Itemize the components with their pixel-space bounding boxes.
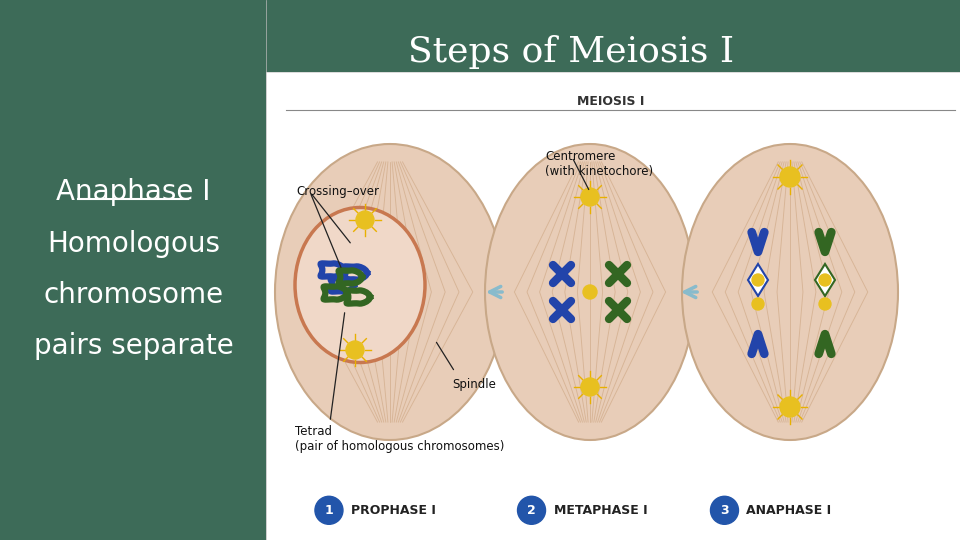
Text: ANAPHASE I: ANAPHASE I xyxy=(747,504,831,517)
Circle shape xyxy=(581,188,599,206)
Polygon shape xyxy=(748,264,768,296)
Circle shape xyxy=(819,274,831,286)
Text: Anaphase I: Anaphase I xyxy=(57,178,210,206)
Text: chromosome: chromosome xyxy=(43,281,224,309)
Text: Homologous: Homologous xyxy=(47,230,220,258)
Text: 1: 1 xyxy=(324,504,333,517)
Ellipse shape xyxy=(275,144,505,440)
Polygon shape xyxy=(815,264,835,296)
Circle shape xyxy=(780,167,800,187)
Circle shape xyxy=(356,211,374,229)
Circle shape xyxy=(583,285,597,299)
Circle shape xyxy=(710,496,738,524)
Bar xyxy=(0,72,266,540)
Bar xyxy=(266,72,960,540)
Text: pairs separate: pairs separate xyxy=(34,332,233,360)
Circle shape xyxy=(581,378,599,396)
Text: METAPHASE I: METAPHASE I xyxy=(554,504,647,517)
Text: 2: 2 xyxy=(527,504,536,517)
Circle shape xyxy=(315,496,343,524)
Text: Crossing–over: Crossing–over xyxy=(296,185,379,198)
Circle shape xyxy=(517,496,545,524)
Circle shape xyxy=(346,341,364,359)
Text: MEIOSIS I: MEIOSIS I xyxy=(577,95,644,108)
Ellipse shape xyxy=(485,144,695,440)
Circle shape xyxy=(819,298,831,310)
Text: PROPHASE I: PROPHASE I xyxy=(351,504,436,517)
Circle shape xyxy=(780,397,800,417)
Text: Centromere
(with kinetochore): Centromere (with kinetochore) xyxy=(545,150,653,178)
Ellipse shape xyxy=(295,207,425,362)
Text: Tetrad
(pair of homologous chromosomes): Tetrad (pair of homologous chromosomes) xyxy=(295,425,504,453)
Circle shape xyxy=(752,298,764,310)
Circle shape xyxy=(752,274,764,286)
Text: Steps of Meiosis I: Steps of Meiosis I xyxy=(408,35,734,69)
Text: 3: 3 xyxy=(720,504,729,517)
Ellipse shape xyxy=(682,144,898,440)
Text: Spindle: Spindle xyxy=(452,378,496,391)
Bar xyxy=(0,0,960,72)
